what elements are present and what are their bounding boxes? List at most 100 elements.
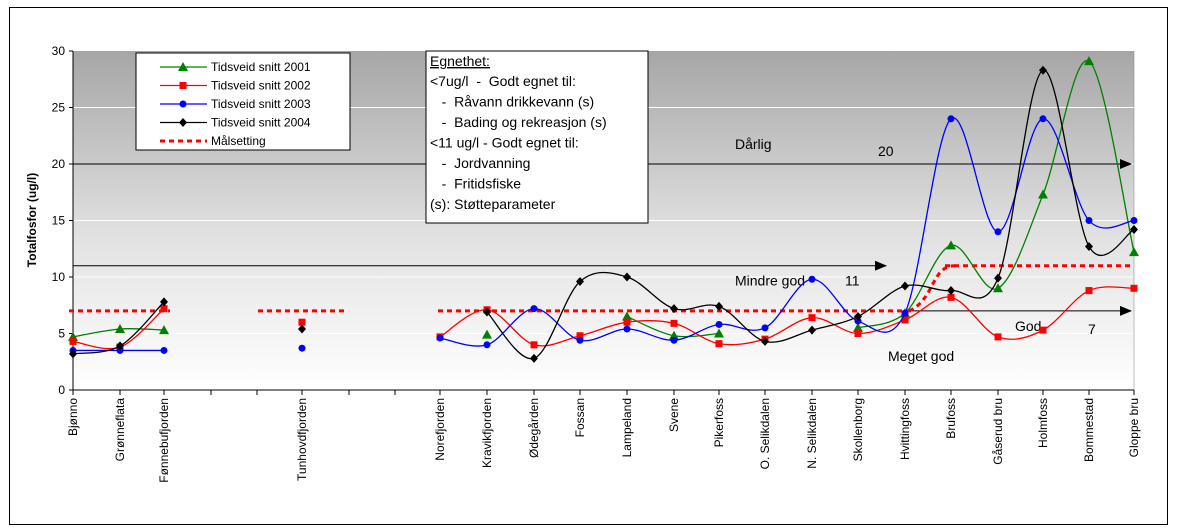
legend-label: Tidsveid snitt 2003	[211, 97, 311, 111]
data-point	[1039, 115, 1047, 123]
x-tick-label: Kravikfjorden	[480, 398, 494, 468]
legend-marker	[178, 62, 188, 71]
x-tick-label: Fossan	[573, 398, 587, 437]
data-point	[761, 336, 769, 346]
series-line	[486, 69, 1135, 360]
data-point	[854, 330, 862, 337]
x-tick-label: Hvittingfoss	[898, 398, 912, 460]
x-tick-label: Skollenborg	[851, 398, 865, 461]
data-point	[946, 240, 956, 250]
data-point	[160, 346, 168, 354]
x-tick-label: Gåserud bru	[991, 398, 1005, 465]
data-point	[622, 311, 632, 321]
data-point	[1130, 225, 1138, 235]
data-point	[715, 320, 723, 328]
data-point	[576, 332, 584, 340]
class-label: 11	[845, 273, 860, 289]
data-point	[530, 305, 538, 313]
x-tick-label: Svene	[667, 398, 681, 432]
data-point	[715, 301, 723, 311]
data-point	[669, 330, 679, 340]
info-box-line: - Råvann drikkevann (s)	[430, 94, 594, 110]
y-tick-label: 30	[52, 44, 66, 58]
data-point	[298, 318, 306, 326]
data-point	[1130, 217, 1138, 224]
info-box-line: (s): Støtteparameter	[430, 196, 556, 212]
data-point	[1038, 189, 1048, 199]
info-box-line: - Jordvanning	[430, 155, 530, 171]
legend: Tidsveid snitt 2001 Tidsveid snitt 2002 Ti…	[135, 52, 351, 151]
data-point	[947, 293, 955, 301]
x-tick-label: Holmfoss	[1036, 398, 1050, 448]
data-point	[483, 307, 491, 317]
y-tick-label: 10	[52, 270, 66, 284]
data-point	[715, 340, 723, 348]
info-box-line: <11 ug/l - Godt egnet til:	[430, 135, 579, 151]
data-point	[808, 325, 816, 335]
data-point	[576, 277, 584, 287]
data-point	[298, 344, 306, 352]
data-point	[994, 228, 1002, 236]
class-label: Mindre god	[735, 273, 805, 289]
series-1	[68, 56, 1139, 341]
data-point	[1039, 65, 1047, 75]
series-line	[439, 286, 1135, 347]
data-point	[1085, 217, 1093, 224]
x-tick-label: Ødegården	[527, 398, 541, 458]
series-line	[439, 117, 1135, 347]
info-box: Egnethet: <7ug/l - Godt egnet til: - Råv…	[425, 50, 649, 224]
legend-label: Målsetting	[211, 134, 266, 148]
data-point	[160, 297, 168, 307]
data-point	[808, 314, 816, 322]
legend-marker	[179, 100, 187, 108]
x-tick-label: Tunhovdfjorden	[295, 398, 309, 481]
data-point	[1085, 241, 1093, 251]
x-tick-label: N. Selikdalen	[805, 398, 819, 469]
class-label: Dårlig	[735, 136, 772, 152]
class-label: 7	[1088, 321, 1096, 337]
class-label: God	[1015, 318, 1041, 334]
data-point	[623, 325, 631, 333]
class-label: 20	[878, 143, 894, 159]
data-point	[623, 272, 631, 282]
legend-marker	[179, 118, 187, 127]
data-point	[298, 324, 306, 334]
y-axis-title: Totalfosfor (ug/l)	[25, 173, 39, 267]
x-tick-label: Grønneflata	[113, 398, 127, 462]
info-box-line: - Bading og rekreasjon (s)	[430, 114, 607, 130]
data-point	[1130, 284, 1138, 292]
data-point	[69, 349, 77, 359]
data-point	[761, 324, 769, 332]
target-line-step	[908, 264, 956, 313]
y-tick-label: 25	[52, 101, 66, 115]
legend-label: Tidsveid snitt 2001	[211, 60, 311, 74]
data-point	[901, 309, 909, 317]
series-line	[857, 60, 1135, 329]
data-point	[901, 316, 909, 324]
data-point	[116, 346, 124, 354]
data-point	[115, 323, 125, 333]
y-tick-label: 5	[58, 327, 65, 341]
y-tick-label: 15	[52, 214, 66, 228]
info-box-title: Egnethet:	[430, 53, 490, 69]
x-tick-label: Bjønno	[66, 398, 80, 436]
data-point	[576, 336, 584, 344]
data-point	[947, 115, 955, 123]
data-point	[530, 341, 538, 349]
data-point	[436, 334, 444, 342]
data-point	[947, 286, 955, 296]
y-tick-label: 0	[58, 383, 65, 397]
class-label: Meget god	[888, 348, 954, 364]
data-point	[1129, 247, 1139, 257]
data-point	[854, 312, 862, 322]
x-tick-label: Norefjorden	[433, 398, 447, 461]
data-point	[1039, 326, 1047, 334]
x-tick-label: Gloppe bru	[1127, 398, 1141, 457]
data-point	[670, 304, 678, 314]
series-3	[69, 115, 1138, 354]
data-point	[116, 341, 124, 351]
data-point	[714, 328, 724, 338]
x-tick-label: Brufoss	[944, 398, 958, 439]
legend-label: Tidsveid snitt 2004	[211, 116, 311, 130]
